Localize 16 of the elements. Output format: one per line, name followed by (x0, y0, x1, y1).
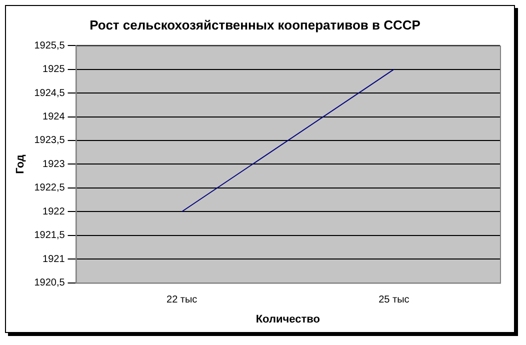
y-tick-label: 1923,5 (34, 135, 66, 146)
x-tick-label: 25 тыс (378, 294, 410, 306)
y-tick-label: 1924,5 (34, 88, 66, 99)
y-tick-label: 1922 (42, 206, 66, 218)
y-tick-label: 1925 (42, 64, 66, 76)
y-tick-label: 1925,5 (34, 40, 66, 52)
y-tick-label: 1921,5 (34, 230, 66, 242)
x-tick-label: 22 тыс (166, 294, 198, 306)
x-axis-title: Количество (256, 313, 320, 326)
y-tick-label: 1923 (42, 158, 66, 170)
y-tick-label: 1924 (42, 112, 66, 123)
y-axis-title: Год (14, 154, 27, 174)
y-tick-label: 1921 (42, 254, 66, 265)
y-tick-label: 1922,5 (34, 182, 66, 194)
y-tick-label: 1920,5 (34, 278, 66, 289)
chart-title: Рост сельскохозяйственных кооперативов в СССР (90, 17, 421, 32)
